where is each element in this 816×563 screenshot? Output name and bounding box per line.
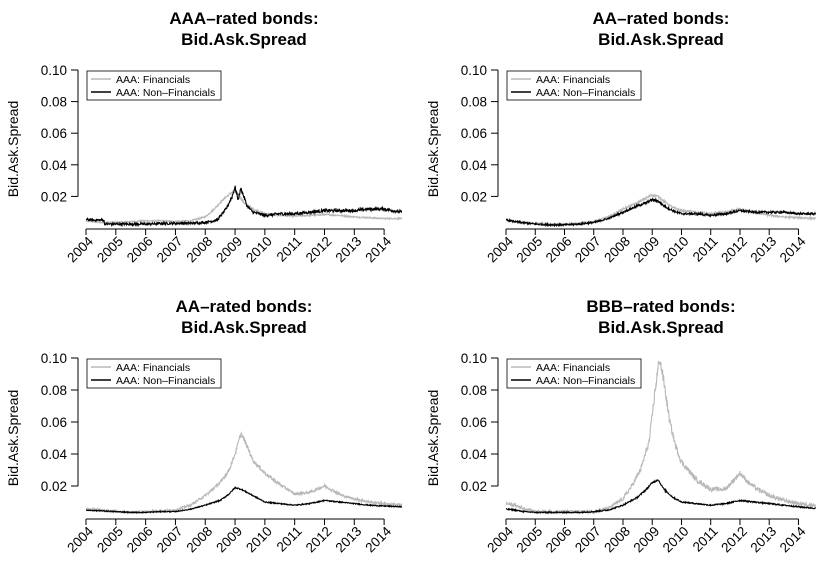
legend-label: AAA: Non–Financials — [536, 375, 635, 387]
chart-title: AAA–rated bonds: — [169, 9, 318, 28]
y-tick-label: 0.08 — [41, 95, 67, 110]
series-line-non-financials — [506, 197, 816, 228]
y-axis-label: Bid.Ask.Spread — [5, 390, 21, 487]
y-tick-label: 0.02 — [461, 479, 487, 494]
legend-box — [506, 358, 642, 389]
chart-title: Bid.Ask.Spread — [598, 318, 724, 337]
y-tick-label: 0.04 — [41, 447, 68, 462]
legend-box — [506, 70, 642, 101]
y-tick-label: 0.04 — [41, 158, 68, 173]
legend-box — [86, 358, 222, 389]
legend-label: AAA: Non–Financials — [116, 375, 215, 387]
chart-title: AA–rated bonds: — [593, 9, 730, 28]
y-tick-label: 0.04 — [461, 158, 488, 173]
y-axis-label: Bid.Ask.Spread — [425, 101, 441, 198]
y-axis-label: Bid.Ask.Spread — [425, 390, 441, 487]
legend-label: AAA: Financials — [536, 74, 610, 86]
chart-title: Bid.Ask.Spread — [181, 318, 307, 337]
y-tick-label: 0.06 — [461, 126, 487, 141]
y-tick-label: 0.02 — [461, 189, 487, 204]
y-axis-label: Bid.Ask.Spread — [5, 101, 21, 198]
chart-title: BBB–rated bonds: — [586, 297, 735, 316]
y-tick-label: 0.04 — [461, 447, 488, 462]
y-tick-label: 0.08 — [461, 383, 487, 398]
chart-title: Bid.Ask.Spread — [598, 30, 724, 49]
legend-label: AAA: Non–Financials — [536, 87, 635, 99]
series-line-non-financials — [86, 486, 402, 514]
y-tick-label: 0.06 — [41, 415, 67, 430]
chart-title: Bid.Ask.Spread — [181, 30, 307, 49]
y-tick-label: 0.10 — [461, 63, 487, 78]
legend-box — [86, 70, 222, 101]
y-tick-label: 0.10 — [461, 351, 487, 366]
y-tick-label: 0.10 — [41, 63, 67, 78]
y-tick-label: 0.08 — [461, 95, 487, 110]
legend-label: AAA: Financials — [536, 362, 610, 374]
y-tick-label: 0.10 — [41, 351, 67, 366]
legend-label: AAA: Financials — [116, 74, 190, 86]
y-tick-label: 0.06 — [461, 415, 487, 430]
y-tick-label: 0.08 — [41, 383, 67, 398]
series-line-non-financials — [86, 185, 402, 228]
legend-label: AAA: Non–Financials — [116, 87, 215, 99]
series-line-financials — [86, 188, 402, 225]
y-tick-label: 0.06 — [41, 126, 67, 141]
y-tick-label: 0.02 — [41, 479, 67, 494]
chart-title: AA–rated bonds: — [176, 297, 313, 316]
series-line-non-financials — [506, 479, 816, 515]
legend-label: AAA: Financials — [116, 362, 190, 374]
y-tick-label: 0.02 — [41, 189, 67, 204]
